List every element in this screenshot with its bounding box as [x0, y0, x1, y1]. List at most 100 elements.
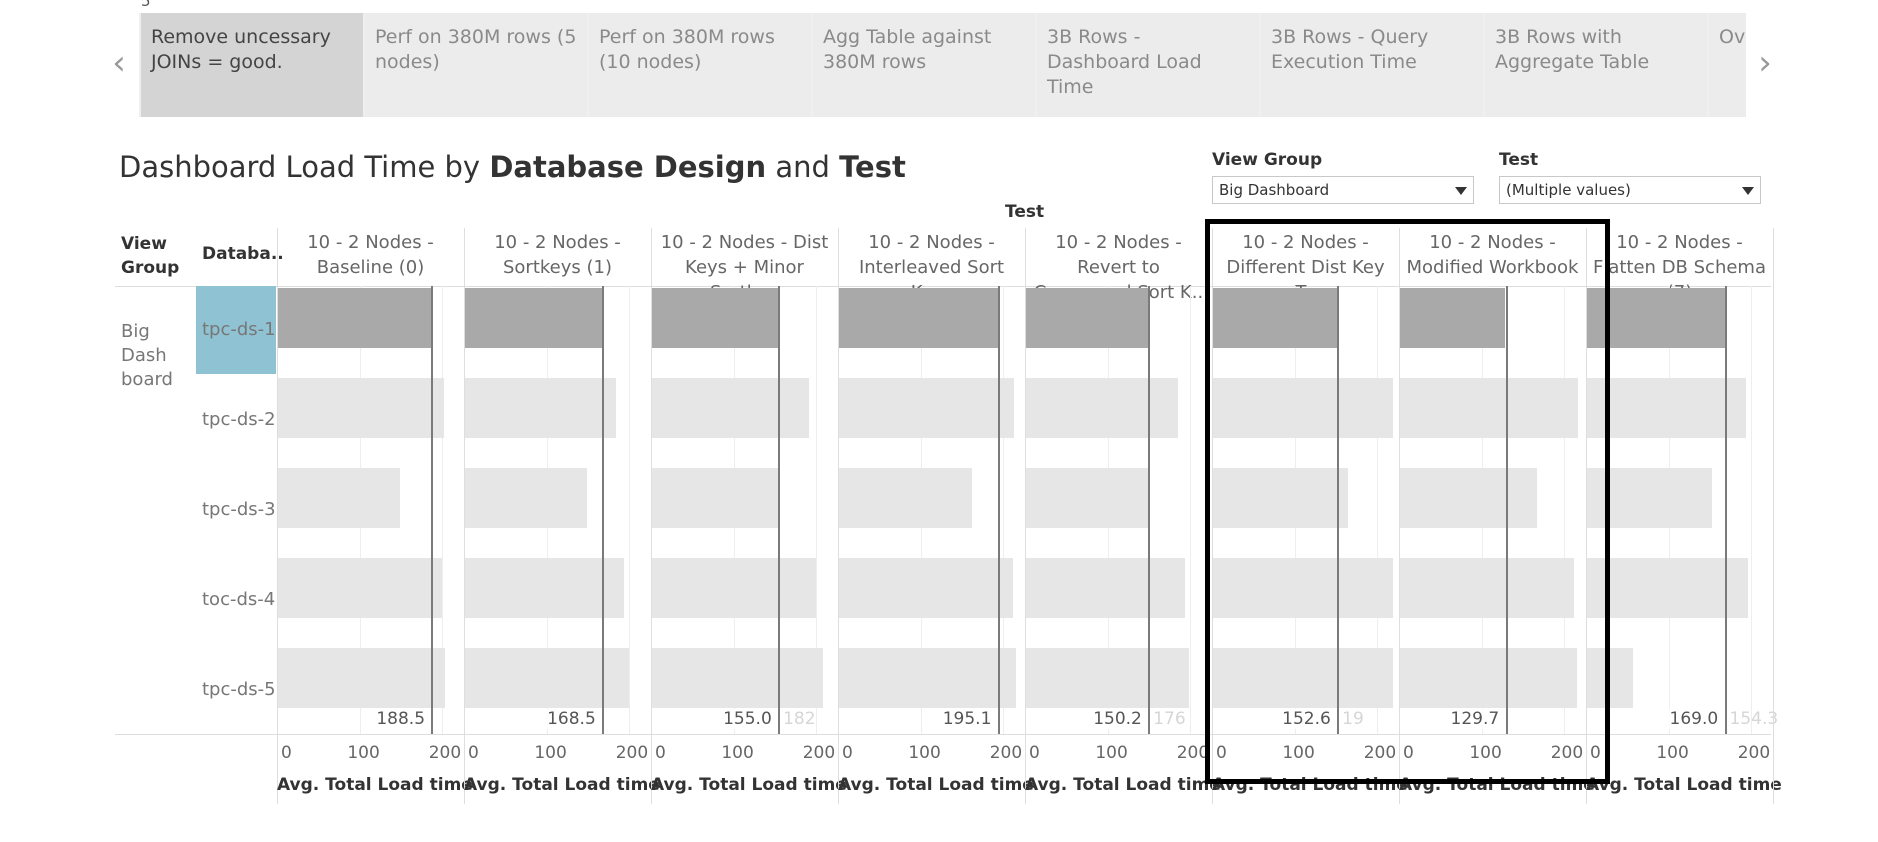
axis-tick-label: 200	[615, 743, 649, 763]
bar[interactable]	[1400, 288, 1505, 348]
bar[interactable]	[1213, 648, 1393, 708]
column-header-test: Test	[1005, 202, 1045, 222]
bar[interactable]	[652, 558, 817, 618]
bar[interactable]	[1400, 378, 1579, 438]
bar[interactable]	[1587, 648, 1633, 708]
highlighted-cell	[196, 286, 276, 374]
bar[interactable]	[1587, 558, 1749, 618]
header-divider	[115, 286, 1771, 287]
pane-header: 10 - 2 Nodes - Modified Workbook ..	[1406, 232, 1579, 303]
story-point[interactable]: 3B Rows with Aggregate Table	[1485, 13, 1707, 117]
axis-tick-label: 100	[1469, 743, 1502, 763]
reference-line	[431, 286, 434, 734]
bar[interactable]	[652, 468, 779, 528]
bar[interactable]	[465, 648, 629, 708]
bar[interactable]	[1026, 558, 1186, 618]
pane-divider	[464, 228, 465, 804]
gridline	[1563, 286, 1565, 734]
reference-label: 129.7	[1447, 709, 1503, 729]
chevron-down-icon	[1742, 187, 1754, 195]
row-header-view-group: View Group	[121, 234, 180, 278]
bar[interactable]	[465, 378, 617, 438]
bar[interactable]	[1400, 468, 1537, 528]
bar[interactable]	[1213, 468, 1349, 528]
next-story-point-icon[interactable]: ›	[1758, 43, 1772, 83]
category-label[interactable]: tpc-ds-1	[202, 319, 276, 340]
gridline	[1002, 286, 1004, 734]
bar[interactable]	[465, 558, 625, 618]
axis-tick-label: 0	[1590, 743, 1601, 763]
gridline	[628, 286, 630, 734]
title-field-test: Test	[839, 150, 906, 184]
reference-label: 152.6	[1279, 709, 1334, 729]
category-label[interactable]: tpc-ds-2	[202, 409, 276, 430]
bar[interactable]	[1026, 468, 1149, 528]
story-point[interactable]: Ov Qu	[1709, 13, 1746, 117]
category-label[interactable]: toc-ds-4	[202, 589, 276, 610]
bar[interactable]	[652, 378, 810, 438]
story-point-number: 5	[141, 0, 151, 10]
bar[interactable]	[465, 468, 588, 528]
bar[interactable]	[839, 378, 1014, 438]
bar[interactable]	[839, 558, 1014, 618]
reference-line	[1148, 286, 1151, 734]
axis-title: Avg. Total Load time	[277, 775, 473, 795]
bar[interactable]	[278, 378, 444, 438]
bar[interactable]	[652, 648, 823, 708]
previous-story-point-icon[interactable]: ‹	[112, 43, 126, 83]
bar[interactable]	[1213, 288, 1337, 348]
gridline	[815, 286, 817, 734]
reference-label: 155.0	[720, 709, 775, 729]
story-navigator: Remove uncessary JOINs = good. Perf on 38…	[139, 13, 1746, 117]
reference-line	[1337, 286, 1340, 734]
bar[interactable]	[1400, 648, 1577, 708]
story-point[interactable]: 3B Rows - Query Execution Time	[1261, 13, 1483, 117]
axis-tick-label: 200	[1363, 743, 1397, 763]
view-group-dropdown[interactable]: Big Dashboard	[1212, 176, 1474, 204]
pane-header: 10 - 2 Nodes - Sortkeys (1)	[494, 232, 621, 278]
bar[interactable]	[1213, 558, 1393, 618]
category-label[interactable]: tpc-ds-3	[202, 499, 276, 520]
bar[interactable]	[1026, 648, 1189, 708]
ghost-reference-label: 176	[1153, 709, 1186, 729]
bar[interactable]	[278, 468, 401, 528]
reference-label: 195.1	[939, 709, 995, 729]
bar[interactable]	[1587, 288, 1725, 348]
axis-tick-label: 200	[802, 743, 836, 763]
bar[interactable]	[278, 648, 445, 708]
bar[interactable]	[1587, 468, 1713, 528]
test-filter-label: Test	[1499, 150, 1539, 170]
story-point[interactable]: Agg Table against 380M rows	[813, 13, 1035, 117]
bar[interactable]	[839, 468, 972, 528]
story-point[interactable]: Perf on 380M rows (5 nodes)	[365, 13, 587, 117]
test-dropdown[interactable]: (Multiple values)	[1499, 176, 1761, 204]
axis-tick-label: 200	[1176, 743, 1210, 763]
story-point[interactable]: Perf on 380M rows (10 nodes)	[589, 13, 811, 117]
bar[interactable]	[1026, 288, 1149, 348]
bar[interactable]	[839, 648, 1017, 708]
axis-title: Avg. Total Load time	[651, 775, 847, 795]
axis-title: Avg. Total Load time	[1586, 775, 1782, 795]
bar[interactable]	[1213, 378, 1393, 438]
axis-title: Avg. Total Load time	[1399, 775, 1595, 795]
axis-title: Avg. Total Load time	[464, 775, 660, 795]
bar[interactable]	[278, 558, 443, 618]
test-value: (Multiple values)	[1506, 181, 1631, 199]
category-label[interactable]: tpc-ds-5	[202, 679, 276, 700]
axis-tick-label: 0	[281, 743, 292, 763]
bar[interactable]	[652, 288, 779, 348]
pane-divider	[277, 228, 278, 804]
reference-line	[1724, 286, 1727, 734]
bar[interactable]	[1400, 558, 1575, 618]
ghost-reference-label: 19	[1342, 709, 1364, 729]
axis-tick-label: 200	[428, 743, 462, 763]
bar[interactable]	[1026, 378, 1179, 438]
bar[interactable]	[839, 288, 998, 348]
story-point[interactable]: 3B Rows - Dashboard Load Time	[1037, 13, 1259, 117]
reference-line	[778, 286, 781, 734]
bar[interactable]	[465, 288, 602, 348]
story-point[interactable]: Remove uncessary JOINs = good.	[141, 13, 363, 117]
bar[interactable]	[278, 288, 431, 348]
bar[interactable]	[1587, 378, 1747, 438]
pane-divider	[1399, 228, 1400, 804]
